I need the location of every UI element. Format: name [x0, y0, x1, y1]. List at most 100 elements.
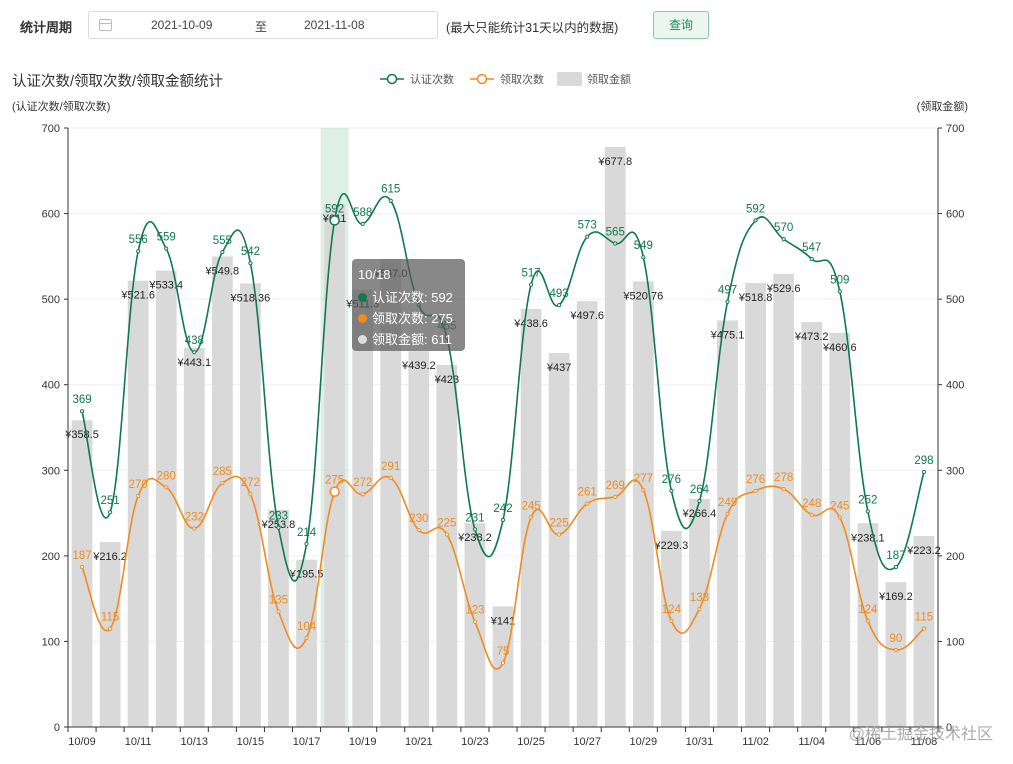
legend-swatch-marker	[476, 73, 488, 85]
point-auth-count	[472, 527, 478, 532]
bar-amount	[885, 582, 907, 727]
point-auth-count	[585, 234, 590, 239]
label-auth-count: 233	[269, 511, 288, 523]
point-claim-count	[641, 487, 646, 493]
bar-amount-label: ¥437	[546, 362, 571, 374]
point-auth-count	[809, 256, 814, 262]
query-button[interactable]: 查询	[653, 11, 709, 39]
point-auth-count	[248, 261, 253, 266]
y-axis-left-label: (认证次数/领取次数)	[12, 99, 110, 113]
bar-amount	[632, 281, 654, 727]
bar-amount	[240, 283, 261, 727]
y-tick-left: 300	[42, 465, 60, 477]
point-auth-count	[893, 564, 899, 570]
y-tick-right: 400	[946, 380, 964, 392]
bar-amount	[268, 509, 289, 727]
bar-amount-label: ¥238.1	[850, 532, 885, 544]
bar-amount	[773, 273, 795, 727]
point-auth-count	[136, 249, 141, 254]
bar-amount-label: ¥497.6	[569, 310, 604, 322]
bar-amount-label: ¥238.2	[457, 532, 492, 544]
point-claim-count	[164, 485, 169, 490]
point-auth-count	[276, 525, 281, 530]
x-tick-label: 11/02	[742, 736, 769, 748]
tooltip-claim-text: 领取次数: 275	[372, 311, 453, 326]
point-claim-count	[669, 618, 674, 623]
bar-amount-label: ¥438.6	[513, 318, 548, 330]
point-auth-count	[500, 517, 506, 523]
x-tick-label: 10/13	[181, 736, 209, 748]
bar-amount	[464, 523, 486, 727]
y-tick-left: 500	[42, 294, 60, 306]
label-claim-count: 275	[325, 475, 344, 487]
label-auth-count: 547	[802, 242, 821, 254]
point-auth-count	[164, 246, 169, 251]
tooltip-row-amount: 领取金额: 611	[358, 329, 459, 350]
label-auth-count: 187	[886, 550, 905, 562]
label-auth-count: 252	[858, 494, 877, 506]
point-auth-count	[107, 510, 113, 515]
label-auth-count: 549	[634, 240, 653, 252]
label-auth-count: 242	[493, 503, 512, 515]
date-range-picker[interactable]: 2021-10-09 至 2021-11-08	[88, 11, 438, 39]
bar-amount-label: ¥533.4	[148, 280, 183, 292]
label-claim-count: 135	[269, 594, 288, 606]
bar-amount	[183, 347, 205, 727]
label-claim-count: 225	[437, 517, 456, 529]
bar-amount-label: ¥266.4	[682, 508, 717, 520]
bar-amount-label: ¥521.6	[120, 290, 155, 302]
bar-amount-label: ¥520.76	[622, 290, 663, 302]
point-claim-count	[585, 501, 590, 506]
label-claim-count: 115	[101, 612, 119, 624]
label-claim-count: 278	[774, 472, 793, 484]
point-claim-count	[753, 488, 758, 493]
label-claim-count: 90	[890, 633, 903, 645]
period-label: 统计周期	[20, 20, 73, 35]
label-claim-count: 280	[157, 470, 176, 482]
label-auth-count: 509	[830, 274, 849, 286]
x-tick-label: 10/27	[573, 736, 601, 748]
legend-label: 认证次数	[410, 72, 454, 86]
x-tick-label: 10/17	[293, 736, 321, 748]
label-auth-count: 615	[381, 184, 400, 196]
point-auth-count	[304, 541, 309, 546]
point-claim-count	[613, 494, 618, 499]
point-claim-count	[837, 515, 842, 520]
bar-amount	[661, 530, 682, 727]
bar-amount	[324, 204, 345, 727]
end-date-input[interactable]: 2021-11-08	[304, 18, 365, 32]
label-auth-count: 592	[325, 203, 344, 215]
bar-amount	[689, 499, 710, 727]
chart-title: 认证次数/领取次数/领取金额统计	[12, 73, 223, 90]
label-claim-count: 124	[858, 604, 878, 616]
label-claim-count: 272	[241, 477, 260, 489]
point-claim-count	[557, 532, 562, 537]
label-claim-count: 124	[662, 604, 682, 616]
tooltip-amount-text: 领取金额: 611	[372, 332, 452, 347]
date-separator: 至	[255, 20, 268, 34]
chart-tooltip: 10/18 认证次数: 592 领取次数: 275 领取金额: 611	[352, 259, 465, 351]
point-auth-count	[360, 221, 365, 226]
point-claim-count	[107, 626, 113, 631]
bar-amount-label: ¥549.8	[205, 266, 240, 278]
start-date-input[interactable]: 2021-10-09	[151, 18, 213, 32]
y-tick-right: 500	[946, 294, 964, 306]
filter-bar: 统计周期 2021-10-09 至 2021-11-08 (最大只能统计31天以…	[0, 0, 1013, 50]
x-tick-label: 10/25	[517, 736, 545, 748]
bar-amount	[576, 301, 598, 727]
point-auth-count	[753, 218, 758, 223]
label-auth-count: 559	[157, 232, 176, 244]
y-tick-right: 100	[946, 636, 964, 648]
point-claim-count	[781, 487, 786, 492]
y-tick-left: 200	[42, 551, 60, 563]
bar-amount-label: ¥460.6	[822, 342, 857, 354]
bar-amount-label: ¥529.6	[766, 283, 801, 295]
x-tick-label: 10/23	[461, 736, 489, 748]
bar-amount	[380, 258, 402, 727]
bar-amount	[913, 536, 935, 727]
bar-amount	[296, 559, 317, 727]
legend-label: 领取次数	[500, 72, 544, 86]
label-claim-count: 138	[690, 592, 709, 604]
tooltip-row-auth: 认证次数: 592	[358, 287, 459, 308]
